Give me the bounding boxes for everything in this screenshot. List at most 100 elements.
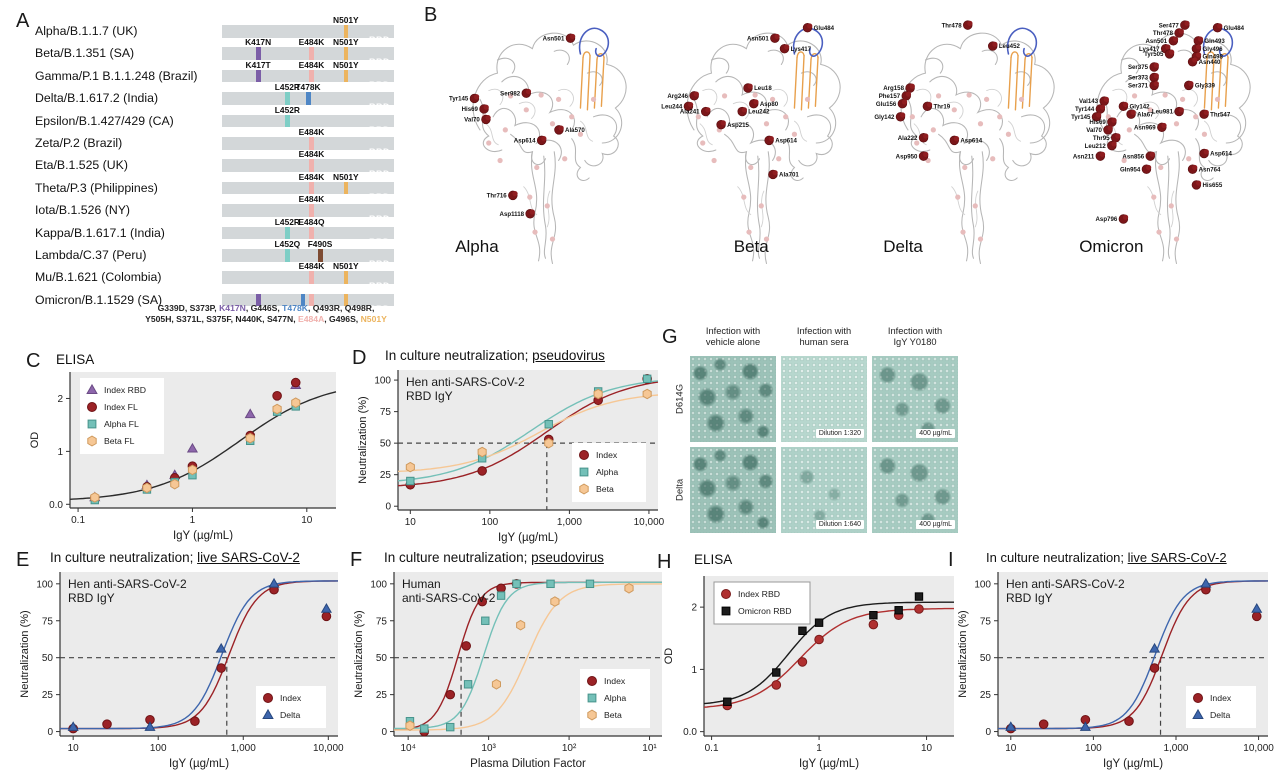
- residue-label: Ser373: [1128, 75, 1149, 82]
- microscopy-grid: Dilution 1:320 400 µg/mL Dilution 1:640 400…: [690, 356, 958, 533]
- variant-bar-zone: L452R T478K RBD: [222, 82, 394, 112]
- panel-i-title: In culture neutralization; live SARS-CoV…: [986, 550, 1227, 565]
- microscopy-row: Dilution 1:320 400 µg/mL: [690, 356, 958, 442]
- marker-circle: [461, 641, 471, 651]
- marker-square: [642, 374, 652, 384]
- marker-hex: [516, 619, 526, 631]
- rbd-bar: RBD: [222, 114, 394, 135]
- rbd-bar-label: RBD: [369, 169, 390, 180]
- legend-box: [1186, 686, 1256, 728]
- panel-b-letter: B: [424, 4, 438, 26]
- mutation-stripe: [343, 25, 349, 38]
- y-tick-label: 25: [380, 470, 392, 481]
- mutation-label: F490S: [307, 239, 333, 249]
- residue-label: Arg246: [667, 93, 688, 100]
- x-tick-label: 10³: [481, 743, 496, 754]
- variant-name: Epsilon/B.1.427/429 (CA): [35, 113, 174, 128]
- marker-circle: [445, 689, 456, 700]
- rbd-bar-label: RBD: [369, 214, 390, 225]
- variant-name: Theta/P.3 (Philippines): [35, 180, 158, 195]
- residue-dot-highlight: [1107, 125, 1113, 131]
- marker-triangle: [1148, 642, 1161, 653]
- residue-label: Val70: [1086, 127, 1102, 134]
- residue-dot-highlight: [1149, 151, 1156, 157]
- variant-name: Beta/B.1.351 (SA): [35, 46, 135, 61]
- marker-triangle: [186, 442, 199, 453]
- legend-label: Index: [596, 450, 618, 460]
- chart-svg-I: 0 25 50 75 100 10 100 1,000 10,000 Hen anti-SARS-…: [957, 572, 1274, 770]
- panel-i-letter: I: [948, 549, 954, 571]
- panel-e-title: In culture neutralization; live SARS-CoV…: [50, 550, 300, 565]
- marker-hex: [245, 432, 255, 444]
- mutation-stripe: [309, 271, 314, 284]
- omicron-mutation-line: G339D, S373P, K417N, G446S, T478K, Q493R…: [111, 303, 421, 314]
- marker-circle: [190, 716, 200, 727]
- marker-circle: [87, 402, 97, 412]
- mutation-stripe: [306, 92, 311, 105]
- x-tick-label: 100: [1085, 743, 1102, 754]
- chart-svg-E: 0 25 50 75 100 10 100 1,000 10,000 Hen anti-SARS-…: [19, 572, 344, 770]
- panel-d-chart: 0 25 50 75 100 10 100 1,000 10,000 Hen anti-SARS-…: [356, 364, 668, 544]
- variant-bar-zone: RBD: [222, 285, 394, 314]
- residue-dot-highlight: [1153, 62, 1159, 68]
- y-tick-label: 0: [381, 727, 387, 738]
- y-tick-label: 75: [42, 616, 54, 627]
- spike-structure-delta: Thr478 Leu452 Arg158 Phe157 Glu156 Thr19 Gly14…: [866, 12, 1081, 274]
- residue-dot-highlight: [784, 44, 790, 50]
- x-tick-label: 100: [482, 517, 499, 528]
- marker-circle: [477, 596, 488, 607]
- residue-dot-highlight: [1115, 133, 1121, 139]
- mutation-text: T478K: [282, 303, 308, 313]
- rbd-bar-label: RBD: [369, 281, 390, 292]
- residue-label: Asn501: [747, 35, 769, 42]
- legend-label: Index RBD: [104, 385, 146, 395]
- mutation-label: L452R: [274, 216, 300, 227]
- marker-hex: [642, 388, 652, 400]
- panel-e-chart: 0 25 50 75 100 10 100 1,000 10,000 Hen anti-SARS-…: [18, 566, 348, 770]
- microscopy-column-headers: Infection with vehicle alone Infection wi…: [690, 326, 958, 348]
- residue-label: Lys417: [791, 46, 812, 53]
- marker-circle: [102, 719, 112, 729]
- marker-circle: [290, 377, 301, 388]
- residue-dot-highlight: [900, 112, 906, 118]
- mutation-label: E484K: [298, 149, 325, 160]
- spike-ribbon: Glu484 Asn501 Lys417 Leu18 Arg246 Asp80 Leu244…: [661, 23, 841, 265]
- residue-label: Asp614: [960, 138, 982, 145]
- variant-row: Kappa/B.1.617.1 (India) L452R E484Q RBD: [35, 216, 413, 247]
- y-axis-title: OD: [29, 432, 41, 449]
- residue-label: Asn440: [1199, 59, 1221, 66]
- microscopy-image: [690, 447, 776, 533]
- legend-label: Index FL: [104, 402, 138, 412]
- legend-label: Beta: [596, 484, 614, 494]
- x-tick-label: 1: [816, 743, 822, 754]
- x-axis-title: IgY (µg/mL): [799, 758, 859, 770]
- x-tick-label: 0.1: [71, 515, 85, 526]
- panel-e-letter: E: [16, 549, 30, 571]
- residue-label: Val143: [1079, 98, 1099, 105]
- x-tick-label: 10,000: [313, 743, 344, 754]
- x-tick-label: 1,000: [1163, 743, 1188, 754]
- panel-f-chart: 0 25 50 75 100 10⁴ 10³ 10² 10¹ Human anti-SARS-CoV…: [352, 566, 672, 770]
- rbd-bar: RBD: [222, 137, 394, 157]
- chart-annotation: Hen anti-SARS-CoV-2: [68, 577, 187, 591]
- residue-dot-highlight: [905, 91, 912, 97]
- mutation-text: Y505H, S371L, S375F, N440K, S477N,: [145, 314, 298, 324]
- x-tick-label: 10: [921, 743, 933, 754]
- variant-bar-zone: L452R E484Q RBD: [222, 216, 394, 247]
- marker-square: [544, 420, 553, 429]
- mutation-stripe: [256, 47, 261, 60]
- variant-name: Kappa/B.1.617.1 (India): [35, 225, 165, 240]
- marker-square: [723, 697, 732, 706]
- y-axis-title: Neutralization (%): [353, 610, 365, 697]
- structure-name: Delta: [883, 237, 923, 257]
- residue-dot-highlight: [901, 99, 908, 105]
- residue-dot-highlight: [1203, 149, 1209, 155]
- marker-hex: [272, 403, 282, 415]
- residue-label: Leu212: [1085, 143, 1107, 150]
- residue-label: His69: [462, 106, 479, 113]
- variant-bar-zone: E484K RBD: [222, 149, 394, 179]
- marker-triangle: [1251, 603, 1263, 613]
- residue-label: Ser375: [1128, 64, 1149, 71]
